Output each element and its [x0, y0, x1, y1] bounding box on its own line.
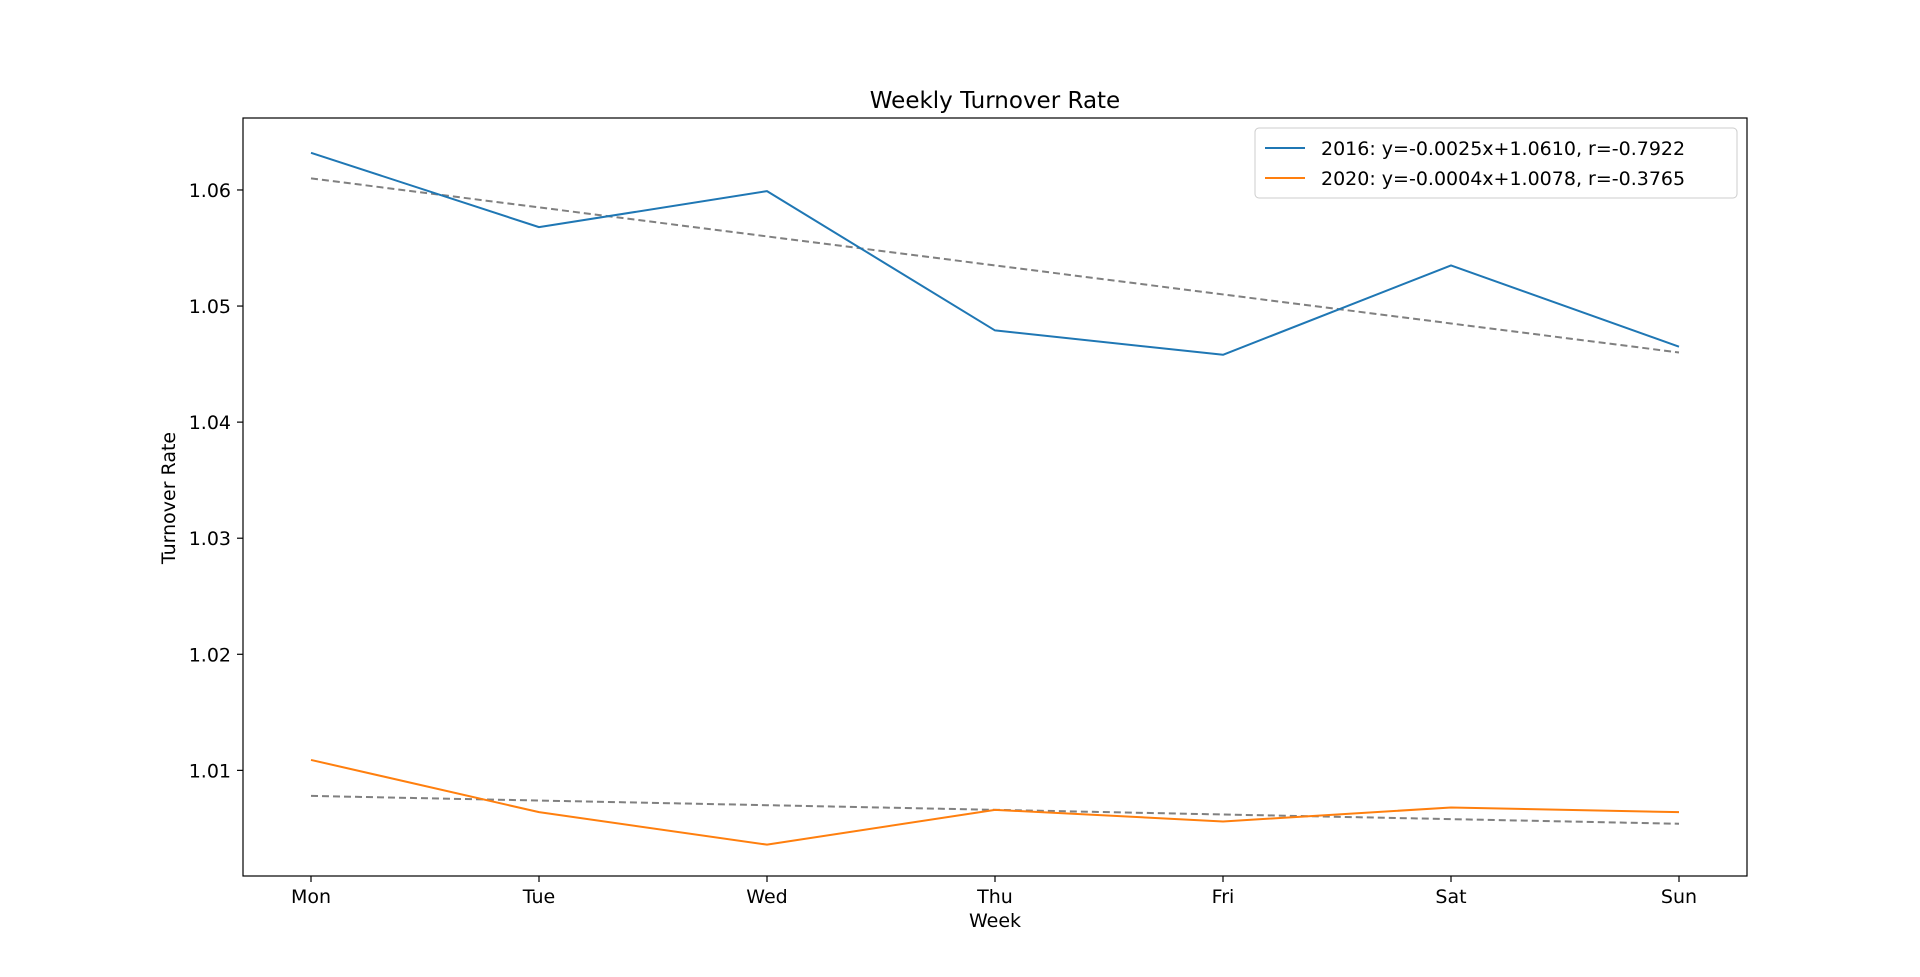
x-tick-label-2: Wed — [746, 886, 787, 908]
x-tick-label-5: Sat — [1435, 886, 1466, 908]
x-tick-label-1: Tue — [522, 886, 555, 908]
series-lines — [310, 151, 1680, 846]
series-line-0 — [310, 151, 1680, 356]
y-tick-label-5: 1.06 — [189, 180, 231, 202]
x-axis-label: Week — [969, 910, 1021, 932]
y-tick-label-3: 1.04 — [189, 412, 231, 434]
y-tick-label-4: 1.05 — [189, 296, 231, 318]
chart-title: Weekly Turnover Rate — [870, 88, 1120, 114]
x-tick-label-4: Fri — [1212, 886, 1235, 908]
trend-line-0 — [310, 177, 1680, 354]
legend-box — [1254, 127, 1738, 199]
series-line-1 — [310, 758, 1680, 846]
y-tick-label-0: 1.01 — [189, 760, 231, 782]
x-tick-label-3: Thu — [976, 886, 1013, 908]
legend-label-1: 2020: y=-0.0004x+1.0078, r=-0.3765 — [1321, 168, 1685, 190]
plot-background — [243, 118, 1747, 876]
axes: Mon Tue Wed Thu Fri Sat Sun 1.01 1.02 1.03 1.04 1.0… — [189, 117, 1748, 908]
x-tick-label-6: Sun — [1661, 886, 1697, 908]
legend-label-0: 2016: y=-0.0025x+1.0610, r=-0.7922 — [1321, 138, 1685, 160]
x-tick-label-0: Mon — [291, 886, 331, 908]
y-axis-label: Turnover Rate — [158, 432, 180, 565]
legend: 2016: y=-0.0025x+1.0610, r=-0.7922 2020: … — [1254, 127, 1738, 199]
y-tick-label-2: 1.03 — [189, 528, 231, 550]
y-tick-label-1: 1.02 — [189, 644, 231, 666]
plot-area — [243, 118, 1747, 876]
